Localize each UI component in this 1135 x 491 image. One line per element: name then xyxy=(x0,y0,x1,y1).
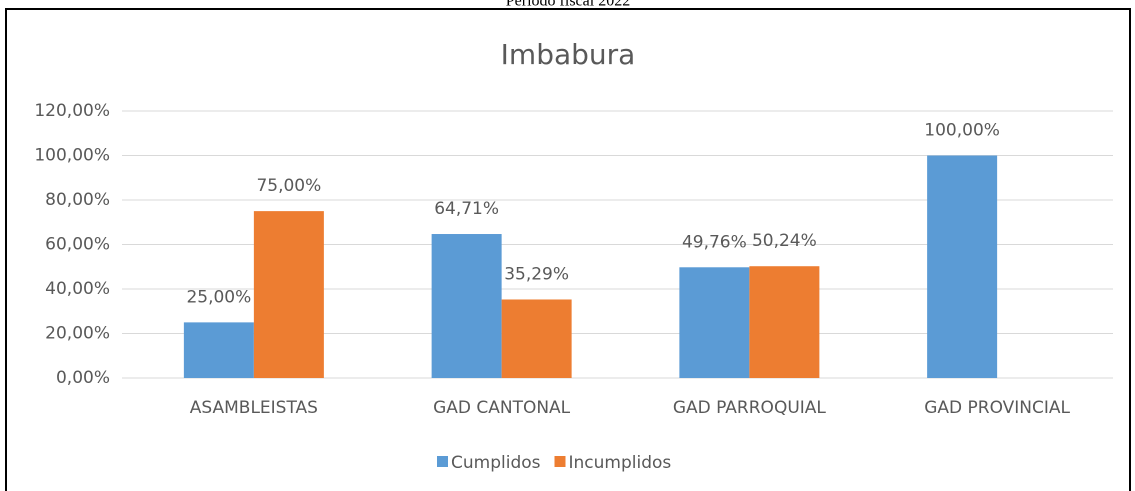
legend-swatch xyxy=(554,456,566,467)
frame xyxy=(5,8,1131,491)
data-label: 49,76% xyxy=(682,232,747,252)
data-label: 50,24% xyxy=(752,231,817,251)
data-label: 35,29% xyxy=(504,264,569,284)
y-tick-label: 100,00% xyxy=(34,146,110,166)
y-tick-label: 120,00% xyxy=(34,101,110,121)
y-tick-label: 80,00% xyxy=(45,190,110,210)
y-tick-label: 40,00% xyxy=(45,279,110,299)
bar xyxy=(431,234,502,378)
data-label: 75,00% xyxy=(256,176,321,196)
legend-label: Incumplidos xyxy=(569,453,672,473)
x-tick-label: GAD PROVINCIAL xyxy=(924,398,1070,418)
x-tick-label: GAD CANTONAL xyxy=(433,398,571,418)
x-tick-label: GAD PARROQUIAL xyxy=(673,398,827,418)
y-tick-label: 60,00% xyxy=(45,235,110,255)
bar xyxy=(749,266,820,378)
bar xyxy=(183,322,254,378)
bar xyxy=(253,211,324,378)
bar xyxy=(501,299,572,378)
legend-swatch xyxy=(437,456,448,467)
legend-label: Cumplidos xyxy=(451,453,541,473)
data-label: 25,00% xyxy=(186,287,251,307)
data-label: 100,00% xyxy=(924,121,1000,141)
y-tick-label: 0,00% xyxy=(56,368,110,388)
y-tick-label: 20,00% xyxy=(45,324,110,344)
x-tick-label: ASAMBLEISTAS xyxy=(190,398,318,418)
header: Período fiscal 2022 xyxy=(506,0,630,10)
bar xyxy=(927,155,998,378)
data-label: 64,71% xyxy=(434,199,499,219)
bar xyxy=(679,267,750,378)
chart-title: Imbabura xyxy=(501,38,636,71)
